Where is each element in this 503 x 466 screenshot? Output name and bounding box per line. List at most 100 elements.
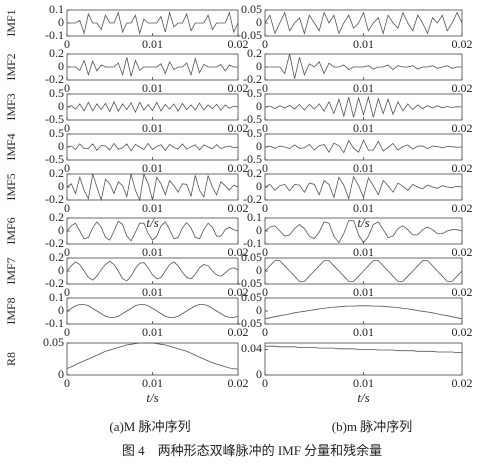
y-axis-label: IMF3 [4, 93, 18, 120]
y-tick-label: -0.2 [243, 192, 262, 206]
y-tick-label: 0.04 [241, 341, 262, 355]
x-tick-label: 0 [64, 81, 70, 95]
x-tick-label: 0.01 [353, 245, 374, 259]
x-tick-label: 0.02 [228, 285, 249, 299]
y-tick-label: 0 [58, 367, 64, 381]
y-tick-label: 0 [256, 99, 262, 113]
x-tick-label: 0 [64, 201, 70, 215]
x-tick-label: 0.01 [353, 201, 374, 215]
x-tick-label: 0 [262, 285, 268, 299]
waveform [66, 172, 239, 202]
caption-a: (a)M 脉冲序列 [109, 419, 190, 434]
x-tick-label: 0 [64, 285, 70, 299]
x-tick-label: 0.02 [228, 201, 249, 215]
y-tick-label: -0.2 [45, 236, 64, 250]
y-tick-label: 0.5 [49, 126, 64, 140]
y-axis-label: IMF6 [4, 217, 18, 244]
x-tick-label: 0.02 [452, 161, 473, 175]
y-tick-label: -0.5 [243, 152, 262, 166]
y-axis-label: R8 [4, 352, 18, 366]
y-tick-label: -0.05 [237, 28, 262, 42]
x-tick-label: 0.01 [142, 37, 163, 51]
waveform [265, 345, 462, 353]
x-tick-label: 0 [64, 376, 70, 390]
x-tick-label: 0.02 [452, 37, 473, 51]
y-axis-label: IMF7 [4, 257, 18, 284]
y-tick-label: 0 [256, 59, 262, 73]
x-tick-label: 0 [64, 121, 70, 135]
y-tick-label: 0.2 [247, 46, 262, 60]
y-tick-label: 0 [58, 99, 64, 113]
x-tick-label: 0.01 [353, 81, 374, 95]
waveform [66, 220, 239, 242]
y-tick-label: 0.05 [241, 2, 262, 16]
y-tick-label: -0.2 [45, 72, 64, 86]
x-tick-label: 0.02 [228, 37, 249, 51]
y-tick-label: 0 [58, 303, 64, 317]
x-tick-label: 0.01 [353, 37, 374, 51]
x-tick-label: 0 [262, 245, 268, 259]
x-axis-label: t/s [146, 215, 158, 230]
x-tick-label: 0.02 [228, 245, 249, 259]
x-tick-label: 0.02 [228, 121, 249, 135]
x-tick-label: 0.01 [142, 81, 163, 95]
y-tick-label: -0.5 [45, 152, 64, 166]
y-tick-label: -0.1 [45, 316, 64, 330]
x-tick-label: 0 [262, 81, 268, 95]
waveform [264, 260, 463, 282]
y-tick-label: -0.1 [45, 28, 64, 42]
x-tick-label: 0.02 [452, 121, 473, 135]
x-tick-label: 0.01 [353, 376, 374, 390]
x-tick-label: 0.01 [353, 285, 374, 299]
x-axis-label: t/s [357, 390, 369, 405]
x-axis-label: t/s [357, 215, 369, 230]
x-tick-label: 0 [262, 37, 268, 51]
waveform [264, 220, 463, 244]
y-tick-label: -0.5 [45, 112, 64, 126]
y-tick-label: 0 [58, 15, 64, 29]
waveform [264, 139, 463, 154]
y-tick-label: 0.5 [49, 86, 64, 100]
waveform [67, 11, 239, 35]
x-tick-label: 0 [262, 161, 268, 175]
waveform [67, 57, 238, 77]
x-tick-label: 0.02 [228, 161, 249, 175]
caption-b: (b)m 脉冲序列 [332, 419, 413, 434]
x-tick-label: 0 [64, 161, 70, 175]
x-tick-label: 0 [262, 201, 268, 215]
x-tick-label: 0.02 [228, 325, 249, 339]
y-tick-label: 0 [256, 263, 262, 277]
x-tick-label: 0.02 [452, 376, 473, 390]
x-tick-label: 0.01 [142, 201, 163, 215]
x-tick-label: 0.02 [452, 245, 473, 259]
y-tick-label: 0.2 [49, 46, 64, 60]
y-tick-label: 0.1 [49, 2, 64, 16]
waveform [264, 175, 463, 201]
x-axis-label: t/s [146, 390, 158, 405]
y-tick-label: 0 [58, 59, 64, 73]
y-tick-label: 0.1 [49, 290, 64, 304]
y-tick-label: 0 [256, 223, 262, 237]
waveform [66, 100, 239, 114]
waveform [66, 342, 239, 370]
y-tick-label: 0.5 [247, 126, 262, 140]
y-tick-label: -0.05 [237, 316, 262, 330]
x-tick-label: 0.01 [142, 121, 163, 135]
waveform [264, 305, 463, 320]
y-tick-label: -0.2 [45, 192, 64, 206]
y-tick-label: -0.1 [243, 236, 262, 250]
y-tick-label: -0.2 [45, 276, 64, 290]
y-tick-label: 0 [256, 139, 262, 153]
y-tick-label: 0.05 [43, 335, 64, 349]
x-tick-label: 0 [262, 121, 268, 135]
y-axis-label: IMF5 [4, 173, 18, 200]
x-tick-label: 0.02 [228, 376, 249, 390]
y-tick-label: -0.2 [243, 72, 262, 86]
y-tick-label: 0.05 [241, 250, 262, 264]
x-tick-label: 0 [262, 376, 268, 390]
waveform [264, 95, 463, 118]
x-tick-label: 0 [262, 325, 268, 339]
y-tick-label: 0 [256, 179, 262, 193]
x-tick-label: 0.01 [353, 121, 374, 135]
y-tick-label: -0.05 [237, 276, 262, 290]
